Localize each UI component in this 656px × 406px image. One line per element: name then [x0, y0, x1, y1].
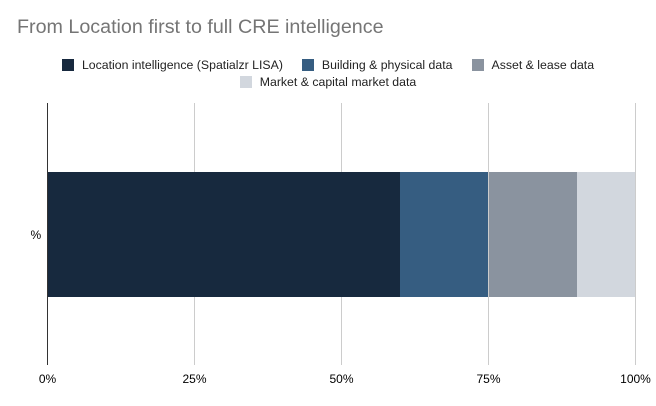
chart-legend: Location intelligence (Spatialzr LISA) Bu… — [0, 59, 656, 88]
legend-swatch-icon — [471, 59, 484, 71]
x-tick-label: 100% — [620, 372, 651, 386]
plot-area — [47, 103, 636, 365]
legend-label: Building & physical data — [321, 58, 453, 72]
x-axis: 0% 25% 50% 75% 100% — [39, 372, 651, 386]
y-axis-title: % — [30, 227, 42, 242]
x-tick-label: 25% — [182, 372, 207, 386]
legend-item: Location intelligence (Spatialzr LISA) — [61, 58, 283, 72]
legend-label: Asset & lease data — [491, 58, 595, 72]
bar-segment — [400, 171, 489, 297]
legend-swatch-icon — [301, 59, 314, 71]
x-tick-label: 50% — [329, 372, 354, 386]
legend-item: Building & physical data — [301, 58, 453, 72]
bar-segment — [576, 171, 636, 297]
x-tick-label: 0% — [38, 372, 57, 386]
legend-item: Market & capital market data — [239, 75, 417, 89]
legend-label: Location intelligence (Spatialzr LISA) — [81, 58, 283, 72]
legend-item: Asset & lease data — [471, 58, 595, 72]
bar-segment — [47, 171, 401, 297]
legend-swatch-icon — [61, 59, 74, 71]
stacked-bar — [47, 171, 636, 297]
legend-swatch-icon — [239, 76, 252, 88]
bar-segment — [488, 171, 577, 297]
chart-title: From Location first to full CRE intellig… — [17, 16, 384, 38]
x-tick-label: 75% — [476, 372, 501, 386]
gridline — [635, 103, 636, 365]
legend-label: Market & capital market data — [259, 75, 417, 89]
